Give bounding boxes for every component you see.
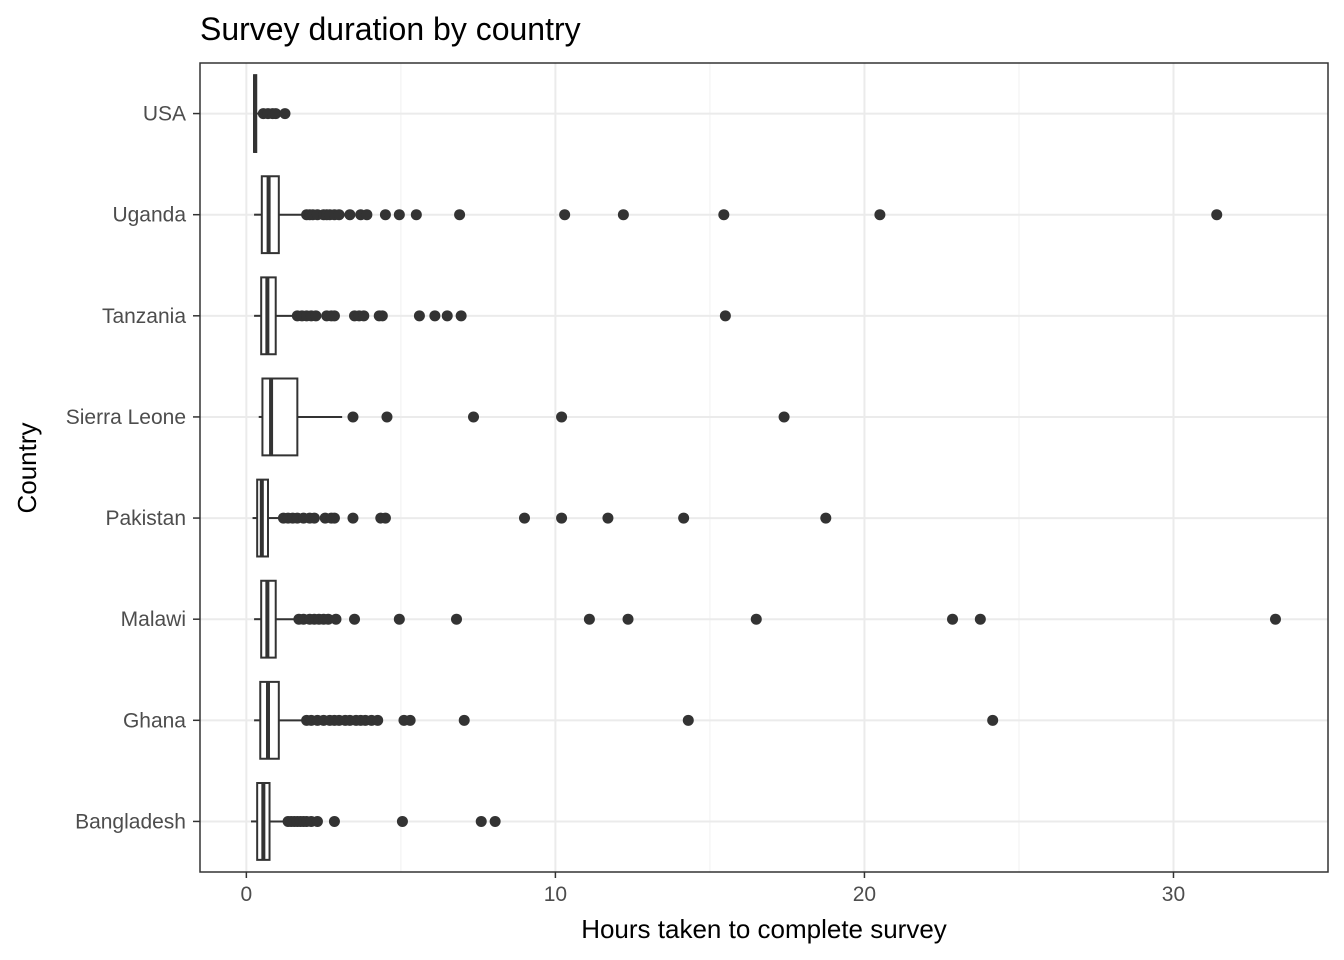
outlier-point xyxy=(410,209,422,221)
y-tick-label: Bangladesh xyxy=(75,810,186,833)
outlier-point xyxy=(322,613,334,625)
outlier-point xyxy=(475,815,487,827)
outlier-point xyxy=(750,613,762,625)
outlier-point xyxy=(489,815,501,827)
outlier-point xyxy=(328,310,340,322)
outlier-point xyxy=(617,209,629,221)
outlier-point xyxy=(358,310,370,322)
outlier-point xyxy=(820,512,832,524)
outlier-point xyxy=(308,512,320,524)
axis-layer: 0 10 20 30 Bangladesh Ghana Malawi Pakistan Sier… xyxy=(66,103,1185,906)
outlier-point xyxy=(393,613,405,625)
outlier-point xyxy=(622,613,634,625)
y-tick-label: Sierra Leone xyxy=(66,406,186,429)
y-tick-label: USA xyxy=(143,103,186,126)
outlier-point xyxy=(454,209,466,221)
outlier-point xyxy=(361,209,373,221)
outlier-point xyxy=(583,613,595,625)
grid-layer xyxy=(200,63,1329,872)
outlier-point xyxy=(468,411,480,423)
outlier-point xyxy=(310,310,322,322)
outlier-point xyxy=(556,411,568,423)
y-tick-label: Pakistan xyxy=(105,507,186,530)
outlier-point xyxy=(451,613,463,625)
outlier-point xyxy=(874,209,886,221)
chart-title: Survey duration by country xyxy=(200,11,581,47)
outlier-point xyxy=(393,209,405,221)
outlier-point xyxy=(311,815,323,827)
box-iqr xyxy=(261,377,299,457)
outlier-point xyxy=(372,714,384,726)
outlier-point xyxy=(344,209,356,221)
y-tick-label: Malawi xyxy=(121,608,186,631)
outlier-point xyxy=(718,209,730,221)
outlier-point xyxy=(441,310,453,322)
x-tick-label: 0 xyxy=(241,883,253,906)
outlier-point xyxy=(458,714,470,726)
outlier-point xyxy=(330,613,342,625)
outlier-point xyxy=(328,512,340,524)
outlier-point xyxy=(719,310,731,322)
outlier-point xyxy=(947,613,959,625)
outlier-point xyxy=(413,310,425,322)
outlier-point xyxy=(987,714,999,726)
outlier-point xyxy=(379,209,391,221)
outlier-point xyxy=(279,108,291,120)
outlier-point xyxy=(678,512,690,524)
x-tick-label: 10 xyxy=(544,883,567,906)
x-tick-label: 30 xyxy=(1162,883,1185,906)
outlier-point xyxy=(778,411,790,423)
outlier-point xyxy=(349,613,361,625)
y-tick-label: Ghana xyxy=(123,709,186,732)
outlier-point xyxy=(974,613,986,625)
x-axis-title: Hours taken to complete survey xyxy=(581,914,947,944)
outlier-point xyxy=(1269,613,1281,625)
y-axis-title: Country xyxy=(12,422,42,513)
outlier-point xyxy=(455,310,467,322)
y-tick-label: Tanzania xyxy=(102,305,186,328)
outlier-point xyxy=(328,815,340,827)
outlier-point xyxy=(518,512,530,524)
y-tick-label: Uganda xyxy=(112,204,186,227)
outlier-point xyxy=(347,512,359,524)
outlier-point xyxy=(602,512,614,524)
box-layer xyxy=(250,74,343,861)
outlier-point xyxy=(333,209,345,221)
panel-border xyxy=(199,62,1329,873)
outlier-point xyxy=(396,815,408,827)
x-tick-label: 20 xyxy=(853,883,876,906)
outlier-point xyxy=(559,209,571,221)
outlier-point xyxy=(404,714,416,726)
outlier-point xyxy=(376,310,388,322)
outlier-point xyxy=(429,310,441,322)
outlier-layer xyxy=(257,108,1281,827)
outlier-point xyxy=(1211,209,1223,221)
outlier-point xyxy=(556,512,568,524)
outlier-point xyxy=(347,411,359,423)
outlier-point xyxy=(270,108,282,120)
outlier-point xyxy=(379,512,391,524)
outlier-point xyxy=(682,714,694,726)
outlier-point xyxy=(381,411,393,423)
